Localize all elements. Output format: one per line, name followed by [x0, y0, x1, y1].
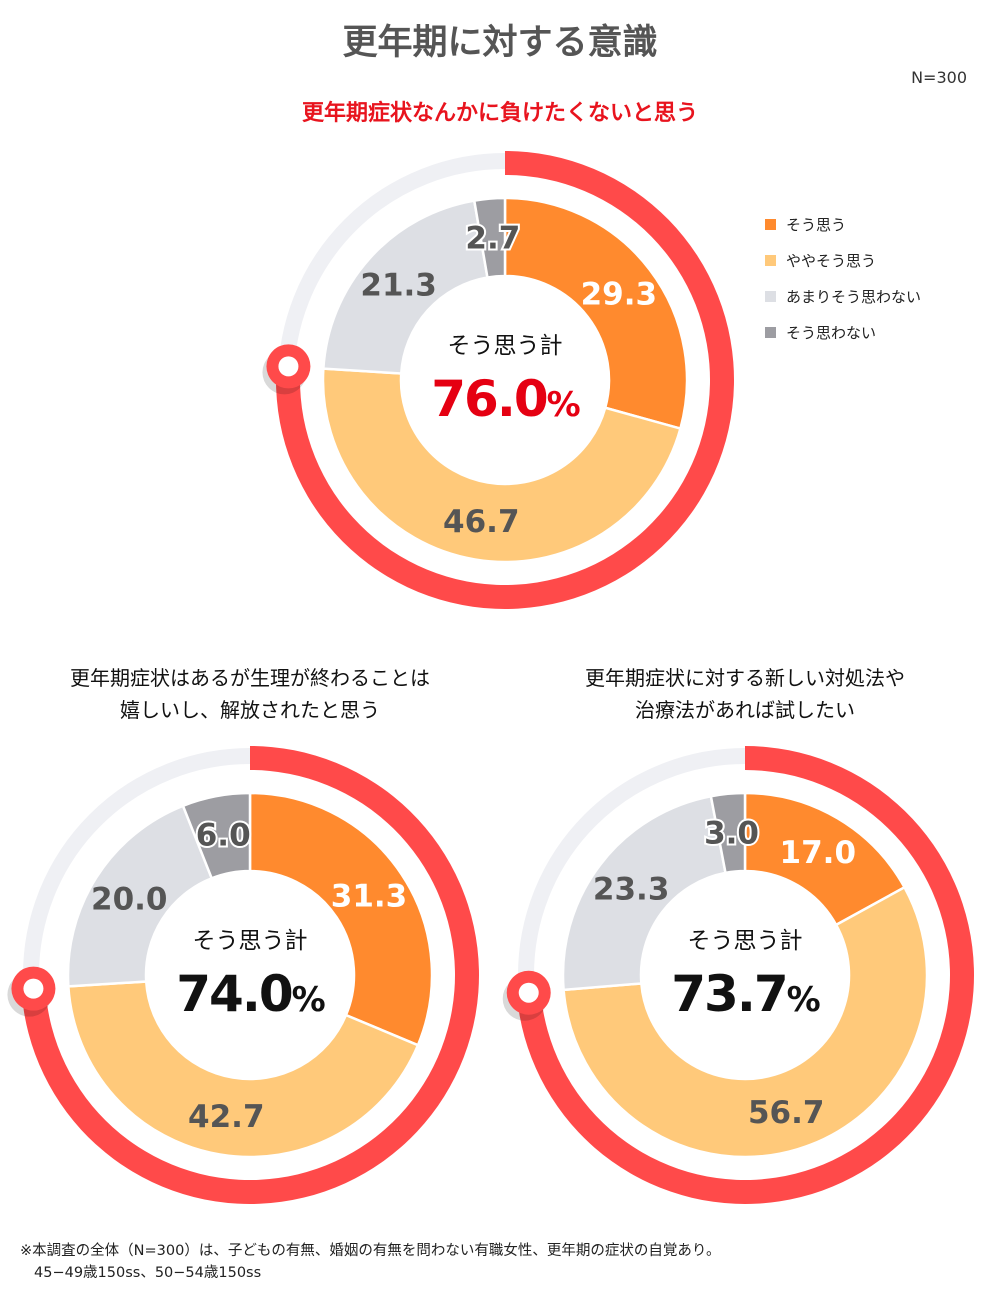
data-label: 31.3 — [331, 879, 408, 915]
donut-segment — [562, 885, 929, 1159]
total-marker-dot — [518, 982, 539, 1003]
total-unit: % — [547, 385, 580, 425]
chart-2-title-line: 嬉しいし、解放されたと思う — [120, 698, 380, 722]
sample-size: N=300 — [911, 68, 967, 87]
legend-label: そう思う — [786, 215, 847, 234]
total-value: 73.7% — [671, 965, 819, 1023]
donut-segment — [561, 794, 727, 992]
legend-label: あまりそう思わない — [786, 287, 922, 306]
total-label: そう思う計 — [448, 333, 563, 359]
donut-segment — [503, 196, 689, 431]
donut-segment — [67, 980, 420, 1159]
donut-segment — [248, 791, 434, 1047]
legend-item: そう思う — [765, 206, 921, 242]
donut-segment — [709, 791, 747, 875]
chart-3-title-line: 更年期症状に対する新しい対処法や — [585, 666, 905, 690]
donut-segment — [322, 199, 489, 375]
data-label: 20.0 — [91, 881, 168, 917]
legend-item: そう思わない — [765, 314, 921, 350]
total-marker-dot — [23, 978, 44, 999]
footnote-line: ※本調査の全体（N=300）は、子どもの有無、婚姻の有無を問わない有職女性、更年… — [20, 1243, 721, 1259]
total-unit: % — [787, 980, 820, 1020]
legend-label: ややそう思う — [786, 251, 877, 270]
donut-segment — [66, 804, 214, 988]
data-label: 42.7 — [188, 1099, 265, 1135]
total-number: 74.0 — [176, 965, 292, 1023]
data-label: 46.7 — [443, 504, 520, 540]
data-label: 2.7 — [465, 221, 520, 257]
data-label: 17.0 — [780, 835, 857, 871]
data-label: 56.7 — [748, 1095, 825, 1131]
chart-2-title: 更年期症状はあるが生理が終わることは 嬉しいし、解放されたと思う — [0, 662, 500, 726]
total-number: 76.0 — [431, 370, 547, 428]
total-label: そう思う計 — [193, 928, 308, 954]
legend-swatch — [765, 254, 776, 266]
chart-3-title-line: 治療法があれば試したい — [635, 698, 855, 722]
total-value: 76.0% — [431, 370, 579, 428]
legend-swatch — [765, 218, 776, 230]
footnote: ※本調査の全体（N=300）は、子どもの有無、婚姻の有無を問わない有職女性、更年… — [20, 1240, 721, 1284]
total-marker-dot — [278, 356, 299, 377]
legend: そう思う ややそう思う あまりそう思わない そう思わない — [765, 206, 921, 350]
chart-2-title-line: 更年期症状はあるが生理が終わることは — [70, 666, 430, 690]
legend-swatch — [765, 326, 776, 338]
page-title: 更年期に対する意識 — [342, 23, 658, 63]
legend-item: ややそう思う — [765, 242, 921, 278]
donut-chart-2: 31.3 42.7 20.0 6.0 そう思う計 74.0% — [7, 746, 480, 1204]
footnote-line: 45−49歳150ss、50−54歳150ss — [34, 1265, 262, 1281]
total-label: そう思う計 — [688, 928, 803, 954]
legend-swatch — [765, 290, 776, 302]
legend-item: あまりそう思わない — [765, 278, 921, 314]
chart-1-title: 更年期症状なんかに負けたくないと思う — [301, 101, 698, 126]
donut-chart-3: 17.0 56.7 23.3 3.0 そう思う計 73.7% — [502, 746, 974, 1205]
total-number: 73.7 — [671, 965, 786, 1023]
donut-segment — [181, 791, 252, 880]
total-unit: % — [292, 980, 325, 1020]
chart-3-title: 更年期症状に対する新しい対処法や 治療法があれば試したい — [495, 662, 995, 726]
data-label: 6.0 — [196, 818, 251, 854]
legend-label: そう思わない — [786, 323, 877, 342]
data-label: 29.3 — [581, 276, 658, 312]
data-label: 23.3 — [593, 871, 670, 907]
donut-segment — [472, 196, 507, 279]
data-label: 3.0 — [704, 816, 759, 852]
total-value: 74.0% — [176, 965, 324, 1023]
donut-chart-1: 29.3 46.7 21.3 2.7 そう思う計 76.0% — [262, 151, 734, 609]
donut-segment — [321, 367, 682, 564]
data-label: 21.3 — [360, 267, 437, 303]
